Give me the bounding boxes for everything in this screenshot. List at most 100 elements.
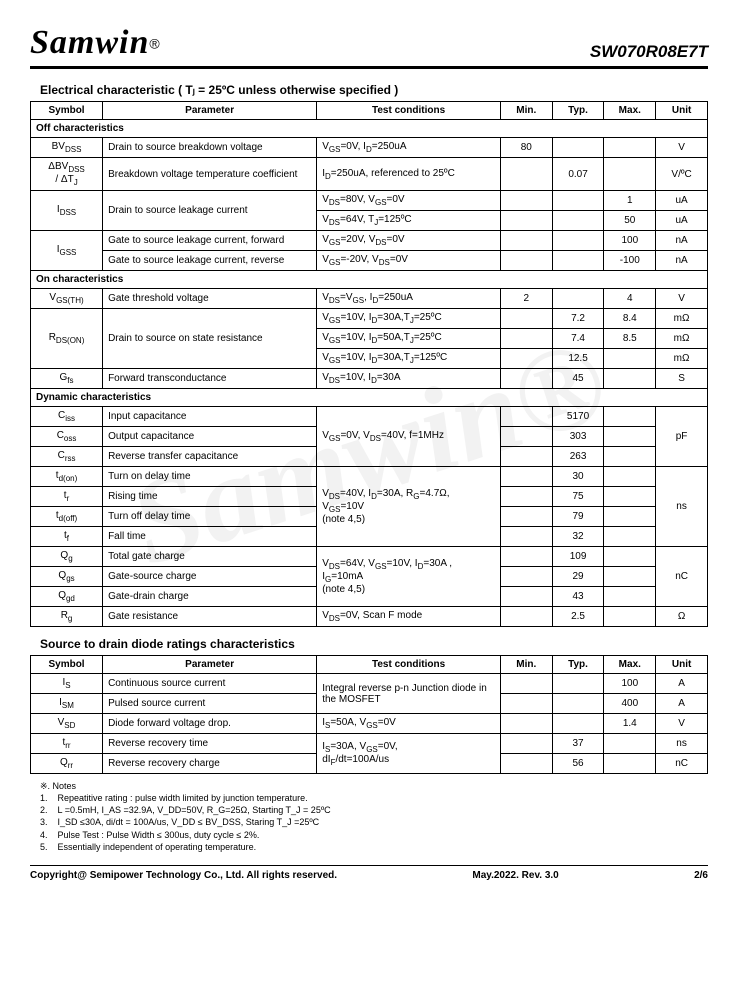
cell-param: Fall time bbox=[103, 527, 317, 547]
cell-symbol: td(off) bbox=[31, 507, 103, 527]
cell-cond: IS=50A, VGS=0V bbox=[317, 714, 501, 734]
cell-typ bbox=[552, 289, 604, 309]
cell-param: Reverse transfer capacitance bbox=[103, 447, 317, 467]
cell-max bbox=[604, 467, 656, 487]
cell-param: Forward transconductance bbox=[103, 369, 317, 389]
cell-min: 2 bbox=[500, 289, 552, 309]
table-row: Ciss Input capacitance VGS=0V, VDS=40V, … bbox=[31, 407, 708, 427]
part-number: SW070R08E7T bbox=[590, 42, 708, 62]
cell-min bbox=[500, 407, 552, 427]
cell-max bbox=[604, 607, 656, 627]
cell-max: 50 bbox=[604, 211, 656, 231]
cell-param: Total gate charge bbox=[103, 547, 317, 567]
cell-symbol: tf bbox=[31, 527, 103, 547]
cell-typ: 30 bbox=[552, 467, 604, 487]
cell-param: Gate to source leakage current, reverse bbox=[103, 251, 317, 271]
cell-unit: ns bbox=[656, 467, 708, 547]
group-off: Off characteristics bbox=[31, 120, 708, 138]
cell-max bbox=[604, 487, 656, 507]
cell-symbol: VSD bbox=[31, 714, 103, 734]
cell-min bbox=[500, 674, 552, 694]
table-row: Qg Total gate charge VDS=64V, VGS=10V, I… bbox=[31, 547, 708, 567]
cell-param: Drain to source on state resistance bbox=[103, 309, 317, 369]
cell-typ bbox=[552, 674, 604, 694]
th-unit: Unit bbox=[656, 102, 708, 120]
cell-symbol: VGS(TH) bbox=[31, 289, 103, 309]
table-row: ΔBVDSS/ ΔTJ Breakdown voltage temperatur… bbox=[31, 158, 708, 191]
cell-min bbox=[500, 694, 552, 714]
th-max: Max. bbox=[604, 102, 656, 120]
cell-cond: VGS=10V, ID=30A,TJ=25ºC bbox=[317, 309, 501, 329]
table-row: VGS(TH) Gate threshold voltage VDS=VGS, … bbox=[31, 289, 708, 309]
cell-min bbox=[500, 734, 552, 754]
footer-page: 2/6 bbox=[694, 870, 708, 881]
cell-max bbox=[604, 527, 656, 547]
cell-min bbox=[500, 191, 552, 211]
header: Samwin® SW070R08E7T bbox=[30, 24, 708, 69]
cell-min bbox=[500, 309, 552, 329]
electrical-table: Symbol Parameter Test conditions Min. Ty… bbox=[30, 101, 708, 627]
cell-min bbox=[500, 567, 552, 587]
cell-param: Drain to source breakdown voltage bbox=[103, 138, 317, 158]
cell-max bbox=[604, 587, 656, 607]
cell-symbol: IS bbox=[31, 674, 103, 694]
table-row: VSD Diode forward voltage drop. IS=50A, … bbox=[31, 714, 708, 734]
table-row: trr Reverse recovery time IS=30A, VGS=0V… bbox=[31, 734, 708, 754]
cell-typ: 2.5 bbox=[552, 607, 604, 627]
cell-typ: 79 bbox=[552, 507, 604, 527]
cell-symbol: ISM bbox=[31, 694, 103, 714]
cell-cond: ID=250uA, referenced to 25ºC bbox=[317, 158, 501, 191]
cell-unit: nC bbox=[656, 754, 708, 774]
cell-max bbox=[604, 507, 656, 527]
cell-cond: VDS=80V, VGS=0V bbox=[317, 191, 501, 211]
cell-symbol: trr bbox=[31, 734, 103, 754]
cell-min bbox=[500, 714, 552, 734]
cell-min bbox=[500, 211, 552, 231]
cell-min bbox=[500, 427, 552, 447]
cell-param: Diode forward voltage drop. bbox=[103, 714, 317, 734]
cell-cond: VGS=10V, ID=30A,TJ=125ºC bbox=[317, 349, 501, 369]
table-header-row: Symbol Parameter Test conditions Min. Ty… bbox=[31, 656, 708, 674]
cell-max: 8.4 bbox=[604, 309, 656, 329]
group-dyn-label: Dynamic characteristics bbox=[31, 389, 708, 407]
cell-cond: VGS=0V, ID=250uA bbox=[317, 138, 501, 158]
table-row: Gate to source leakage current, reverse … bbox=[31, 251, 708, 271]
cell-symbol: Qg bbox=[31, 547, 103, 567]
cell-typ: 7.4 bbox=[552, 329, 604, 349]
cell-cond: VDS=0V, Scan F mode bbox=[317, 607, 501, 627]
brand: Samwin® bbox=[30, 24, 160, 62]
cell-max: 100 bbox=[604, 231, 656, 251]
cell-param: Continuous source current bbox=[103, 674, 317, 694]
cell-typ: 7.2 bbox=[552, 309, 604, 329]
th-typ: Typ. bbox=[552, 656, 604, 674]
th-max: Max. bbox=[604, 656, 656, 674]
cell-typ bbox=[552, 714, 604, 734]
cell-typ: 5170 bbox=[552, 407, 604, 427]
group-on: On characteristics bbox=[31, 271, 708, 289]
cell-param: Drain to source leakage current bbox=[103, 191, 317, 231]
table-row: IS Continuous source current Integral re… bbox=[31, 674, 708, 694]
cell-cond: VDS=VGS, ID=250uA bbox=[317, 289, 501, 309]
table-row: IGSS Gate to source leakage current, for… bbox=[31, 231, 708, 251]
cell-max bbox=[604, 407, 656, 427]
cell-typ: 45 bbox=[552, 369, 604, 389]
cell-symbol: Rg bbox=[31, 607, 103, 627]
cell-unit: uA bbox=[656, 211, 708, 231]
table-row: Rg Gate resistance VDS=0V, Scan F mode 2… bbox=[31, 607, 708, 627]
cell-max bbox=[604, 734, 656, 754]
cell-max bbox=[604, 427, 656, 447]
cell-max bbox=[604, 138, 656, 158]
cell-unit: uA bbox=[656, 191, 708, 211]
cell-param: Rising time bbox=[103, 487, 317, 507]
cell-unit: V/ºC bbox=[656, 158, 708, 191]
cell-unit: V bbox=[656, 289, 708, 309]
cell-param: Input capacitance bbox=[103, 407, 317, 427]
cell-min: 80 bbox=[500, 138, 552, 158]
cell-symbol: td(on) bbox=[31, 467, 103, 487]
cell-symbol: Crss bbox=[31, 447, 103, 467]
cell-max: 100 bbox=[604, 674, 656, 694]
cell-typ: 0.07 bbox=[552, 158, 604, 191]
cell-cond: VDS=64V, VGS=10V, ID=30A ,IG=10mA(note 4… bbox=[317, 547, 501, 607]
cell-typ: 56 bbox=[552, 754, 604, 774]
cell-cond: Integral reverse p-n Junction diode in t… bbox=[317, 674, 501, 714]
